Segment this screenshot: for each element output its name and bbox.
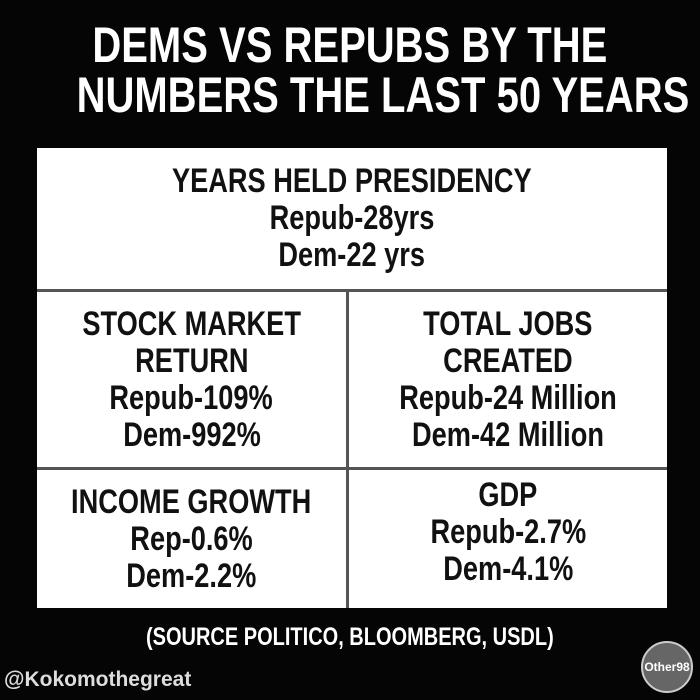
cell-heading-row: STOCK MARKET bbox=[55, 304, 328, 343]
title-line: NUMBERS THE LAST 50 YEARS bbox=[76, 67, 690, 123]
title-line-row: NUMBERS THE LAST 50 YEARS bbox=[0, 70, 700, 120]
cell-value: Dem-2.2% bbox=[126, 556, 257, 595]
cell-heading-row: TOTAL JOBS bbox=[402, 304, 614, 343]
cell-value-row: Repub-109% bbox=[89, 378, 293, 417]
logo: Other98 bbox=[641, 641, 693, 693]
cell-heading-row: YEARS HELD PRESIDENCY bbox=[127, 163, 577, 200]
stats-table: YEARS HELD PRESIDENCY Repub-28yrs Dem-22 y… bbox=[37, 148, 667, 608]
cell-value-row: Dem-2.2% bbox=[110, 556, 273, 595]
cell-value-row: Repub-2.7% bbox=[411, 512, 606, 551]
cell-value-row: Dem-4.1% bbox=[427, 549, 590, 588]
cell-value-row: Dem-22 yrs bbox=[260, 237, 443, 274]
cell-value: Dem-992% bbox=[122, 415, 261, 454]
cell-value-row: Dem-42 Million bbox=[388, 415, 628, 454]
cell-value-row: Dem-992% bbox=[106, 415, 278, 454]
title: DEMS VS REPUBS BY THE NUMBERS THE LAST 50… bbox=[0, 20, 700, 120]
cell-value: Repub-28yrs bbox=[269, 199, 435, 237]
handle: @Kokomothegreat bbox=[4, 668, 192, 691]
source-text: (SOURCE POLITICO, BLOOMBERG, USDL) bbox=[146, 623, 554, 651]
cell-heading-row: RETURN bbox=[121, 341, 263, 380]
cell-value: Rep-0.6% bbox=[130, 519, 253, 558]
cell-heading: GDP bbox=[478, 475, 538, 514]
cell-value: Dem-4.1% bbox=[442, 549, 573, 588]
cell-heading: CREATED bbox=[443, 341, 573, 380]
cell-value: Repub-109% bbox=[109, 378, 274, 417]
cell-heading-row: CREATED bbox=[427, 341, 589, 380]
cell-heading: TOTAL JOBS bbox=[423, 304, 593, 343]
cell-value: Repub-2.7% bbox=[430, 512, 586, 551]
cell-heading: YEARS HELD PRESIDENCY bbox=[172, 162, 532, 200]
stat-cell: TOTAL JOBS CREATED Repub-24 Million Dem-42 … bbox=[349, 292, 667, 470]
stat-cell: STOCK MARKET RETURN Repub-109% Dem-992% bbox=[37, 292, 349, 470]
cell-value: Dem-22 yrs bbox=[278, 236, 426, 274]
cell-value-row: Repub-24 Million bbox=[372, 378, 644, 417]
cell-value: Repub-24 Million bbox=[399, 378, 617, 417]
cell-heading: RETURN bbox=[134, 341, 249, 380]
cell-heading-row: INCOME GROWTH bbox=[41, 482, 341, 521]
title-line-row: DEMS VS REPUBS BY THE bbox=[0, 20, 700, 70]
cell-heading: STOCK MARKET bbox=[82, 304, 301, 343]
cell-value-row: Rep-0.6% bbox=[115, 519, 268, 558]
title-line: DEMS VS REPUBS BY THE bbox=[92, 17, 608, 73]
cell-value: Dem-42 Million bbox=[412, 415, 604, 454]
stat-cell: GDP Repub-2.7% Dem-4.1% bbox=[349, 470, 667, 594]
stat-cell: INCOME GROWTH Rep-0.6% Dem-2.2% bbox=[37, 470, 349, 608]
cell-value-row: Repub-28yrs bbox=[249, 200, 455, 237]
stat-cell: YEARS HELD PRESIDENCY Repub-28yrs Dem-22 y… bbox=[37, 148, 667, 292]
cell-heading-row: GDP bbox=[471, 475, 545, 514]
cell-heading: INCOME GROWTH bbox=[71, 482, 312, 521]
source: (SOURCE POLITICO, BLOOMBERG, USDL) bbox=[0, 622, 700, 652]
